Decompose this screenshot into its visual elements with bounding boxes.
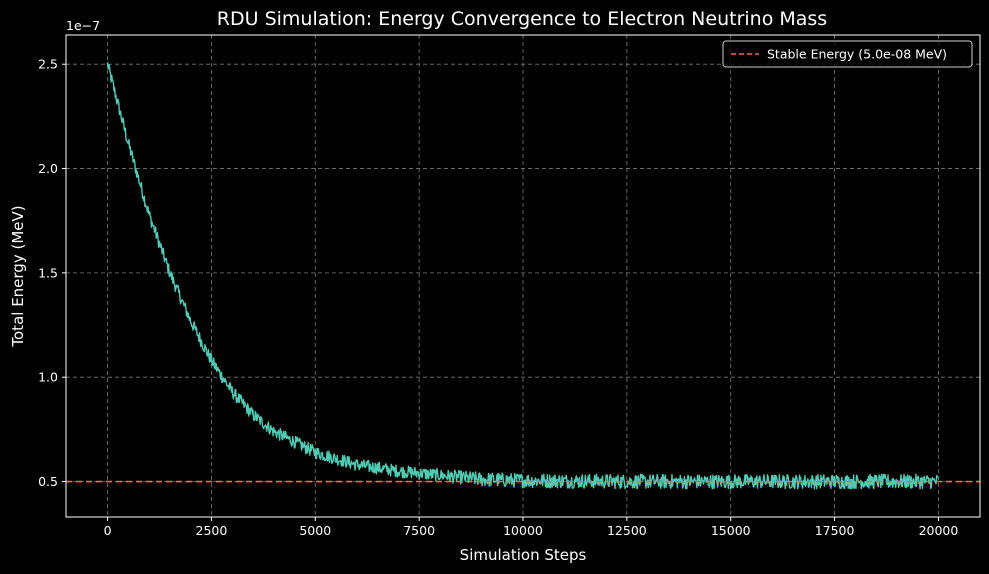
y-tick-label: 1.0 [38,370,58,385]
chart-title: RDU Simulation: Energy Convergence to El… [217,8,827,30]
y-axis-label: Total Energy (MeV) [9,205,27,347]
y-tick-label: 2.0 [38,161,58,176]
x-axis-label: Simulation Steps [460,546,587,564]
plot-area [66,62,980,490]
x-tick-label: 2500 [196,523,228,538]
y-axis-ticks: 0.5 1.0 1.5 2.0 2.5 [38,57,66,489]
y-offset-label: 1e−7 [66,18,100,33]
x-tick-label: 12500 [607,523,647,538]
legend-box [722,40,973,68]
y-tick-label: 1.5 [38,265,58,280]
x-tick-label: 7500 [403,523,435,538]
x-tick-label: 5000 [299,523,331,538]
y-tick-label: 0.5 [38,474,58,489]
x-tick-label: 15000 [711,523,751,538]
x-tick-label: 20000 [919,523,959,538]
x-tick-label: 0 [104,523,112,538]
legend-label-stable-energy: Stable Energy (5.0e-08 MeV) [767,47,947,62]
series-total-energy-line [106,62,939,490]
x-axis-ticks: 0 2500 5000 7500 10000 12500 15000 17500 20000 [104,517,959,538]
x-tick-label: 10000 [503,523,543,538]
x-tick-label: 17500 [815,523,855,538]
y-tick-label: 2.5 [38,57,58,72]
legend: Stable Energy (5.0e-08 MeV) [722,40,973,68]
